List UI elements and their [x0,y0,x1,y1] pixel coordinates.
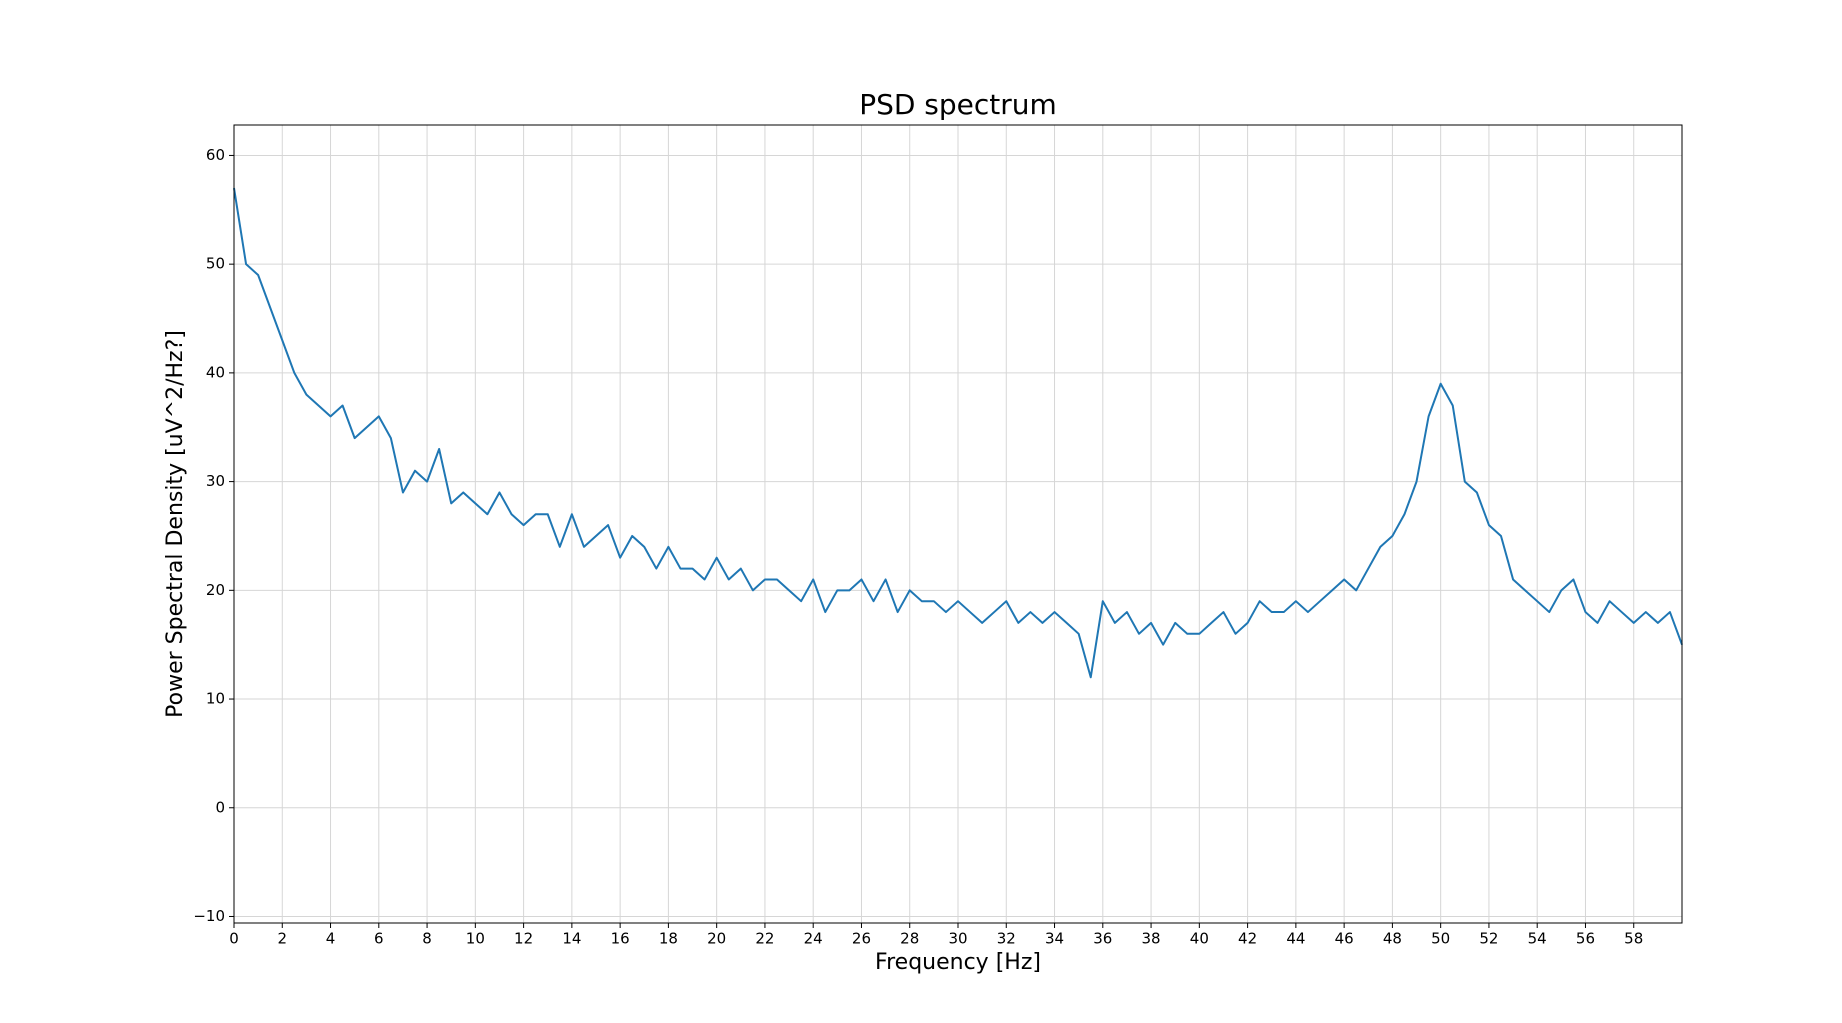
x-tick-label: 40 [1190,930,1209,948]
x-tick-label: 24 [804,930,823,948]
psd-line [233,187,1683,679]
x-tick-label: 12 [514,930,533,948]
y-tick-label: 50 [206,255,225,273]
y-tick-label: 60 [206,146,225,164]
x-tick-label: 50 [1431,930,1450,948]
x-tick-label: 20 [707,930,726,948]
x-tick-label: 0 [229,930,239,948]
x-tick-label: 26 [852,930,871,948]
x-tick-label: 2 [277,930,287,948]
x-tick-label: 38 [1142,930,1161,948]
y-tick-label: 40 [206,363,225,381]
x-tick-label: 16 [611,930,630,948]
chart-title: PSD spectrum [859,88,1057,121]
x-tick-label: 18 [659,930,678,948]
x-tick-label: 4 [326,930,336,948]
x-tick-label: 10 [466,930,485,948]
y-axis-label: Power Spectral Density [uV^2/Hz?] [163,330,188,718]
x-tick-label: 6 [374,930,384,948]
x-tick-label: 58 [1624,930,1643,948]
y-tick-label: 10 [206,690,225,708]
x-tick-label: 36 [1093,930,1112,948]
x-tick-label: 28 [900,930,919,948]
x-axis-label: Frequency [Hz] [875,950,1041,975]
y-tick-label: −10 [193,907,225,925]
x-tick-label: 22 [755,930,774,948]
x-tick-label: 34 [1045,930,1064,948]
y-tick-label: 0 [215,798,225,816]
plot-frame [233,124,1683,924]
x-tick-label: 32 [997,930,1016,948]
x-tick-label: 14 [562,930,581,948]
x-tick-label: 46 [1335,930,1354,948]
x-tick-label: 42 [1238,930,1257,948]
x-tick-label: 56 [1576,930,1595,948]
x-tick-label: 8 [422,930,432,948]
y-tick-label: 20 [206,581,225,599]
x-tick-label: 44 [1286,930,1305,948]
x-tick-label: 54 [1528,930,1547,948]
x-tick-label: 30 [948,930,967,948]
x-tick-label: 52 [1479,930,1498,948]
x-tick-label: 48 [1383,930,1402,948]
y-tick-label: 30 [206,472,225,490]
